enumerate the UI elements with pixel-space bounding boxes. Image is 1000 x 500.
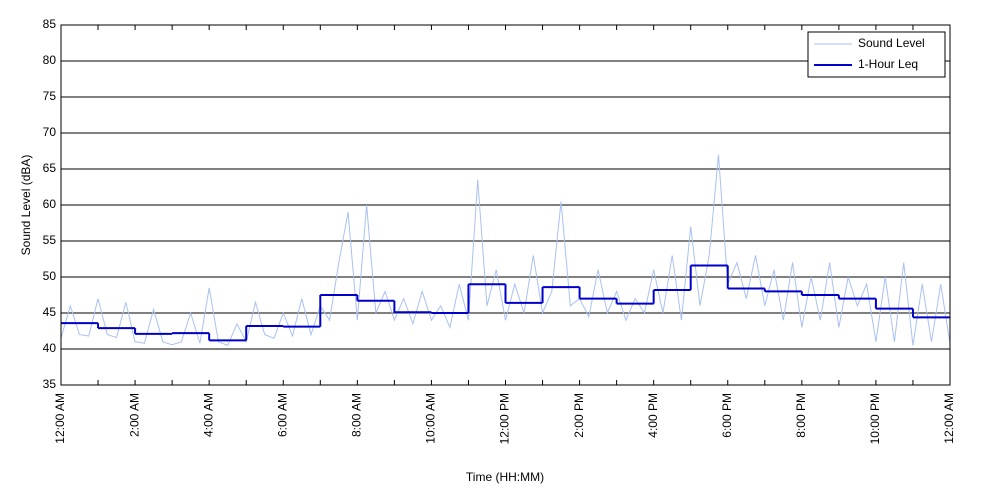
x-tick-label: 10:00 AM (424, 393, 438, 444)
x-tick-label: 8:00 AM (350, 393, 364, 437)
y-tick-label: 35 (43, 377, 57, 391)
y-tick-label: 55 (43, 233, 57, 247)
legend-label: 1-Hour Leq (858, 57, 918, 71)
axes: 35 40 45 50 55 60 65 70 75 80 85 12:00 AM 2:00 AM 4:0… (43, 17, 957, 444)
y-tick-label: 80 (43, 53, 57, 67)
y-tick-label: 65 (43, 161, 57, 175)
plot (60, 154, 951, 347)
x-tick-label: 12:00 AM (942, 393, 956, 444)
x-tick-label: 4:00 AM (201, 393, 215, 437)
x-tick-label: 10:00 PM (868, 393, 882, 444)
y-tick-label: 40 (43, 341, 57, 355)
x-tick-label: 12:00 PM (498, 393, 512, 444)
sound-level-line (60, 154, 951, 347)
x-tick-label: 2:00 AM (127, 393, 141, 437)
y-tick-label: 70 (43, 125, 57, 139)
legend: Sound Level 1-Hour Leq (807, 31, 946, 78)
legend-box (807, 31, 946, 78)
y-tick-label: 50 (43, 269, 57, 283)
x-tick-label: 8:00 PM (794, 393, 808, 438)
y-tick-label: 60 (43, 197, 57, 211)
x-tick-label: 12:00 AM (53, 393, 67, 444)
legend-label: Sound Level (858, 36, 925, 50)
x-tick-label: 6:00 AM (275, 393, 289, 437)
y-tick-label: 85 (43, 17, 57, 31)
x-axis-title: Time (HH:MM) (466, 470, 544, 484)
y-axis-title: Sound Level (dBA) (19, 155, 33, 256)
y-tick-label: 45 (43, 305, 57, 319)
y-tick-label: 75 (43, 89, 57, 103)
x-tick-label: 4:00 PM (646, 393, 660, 438)
x-tick-label: 6:00 PM (720, 393, 734, 438)
x-tick-label: 2:00 PM (572, 393, 586, 438)
